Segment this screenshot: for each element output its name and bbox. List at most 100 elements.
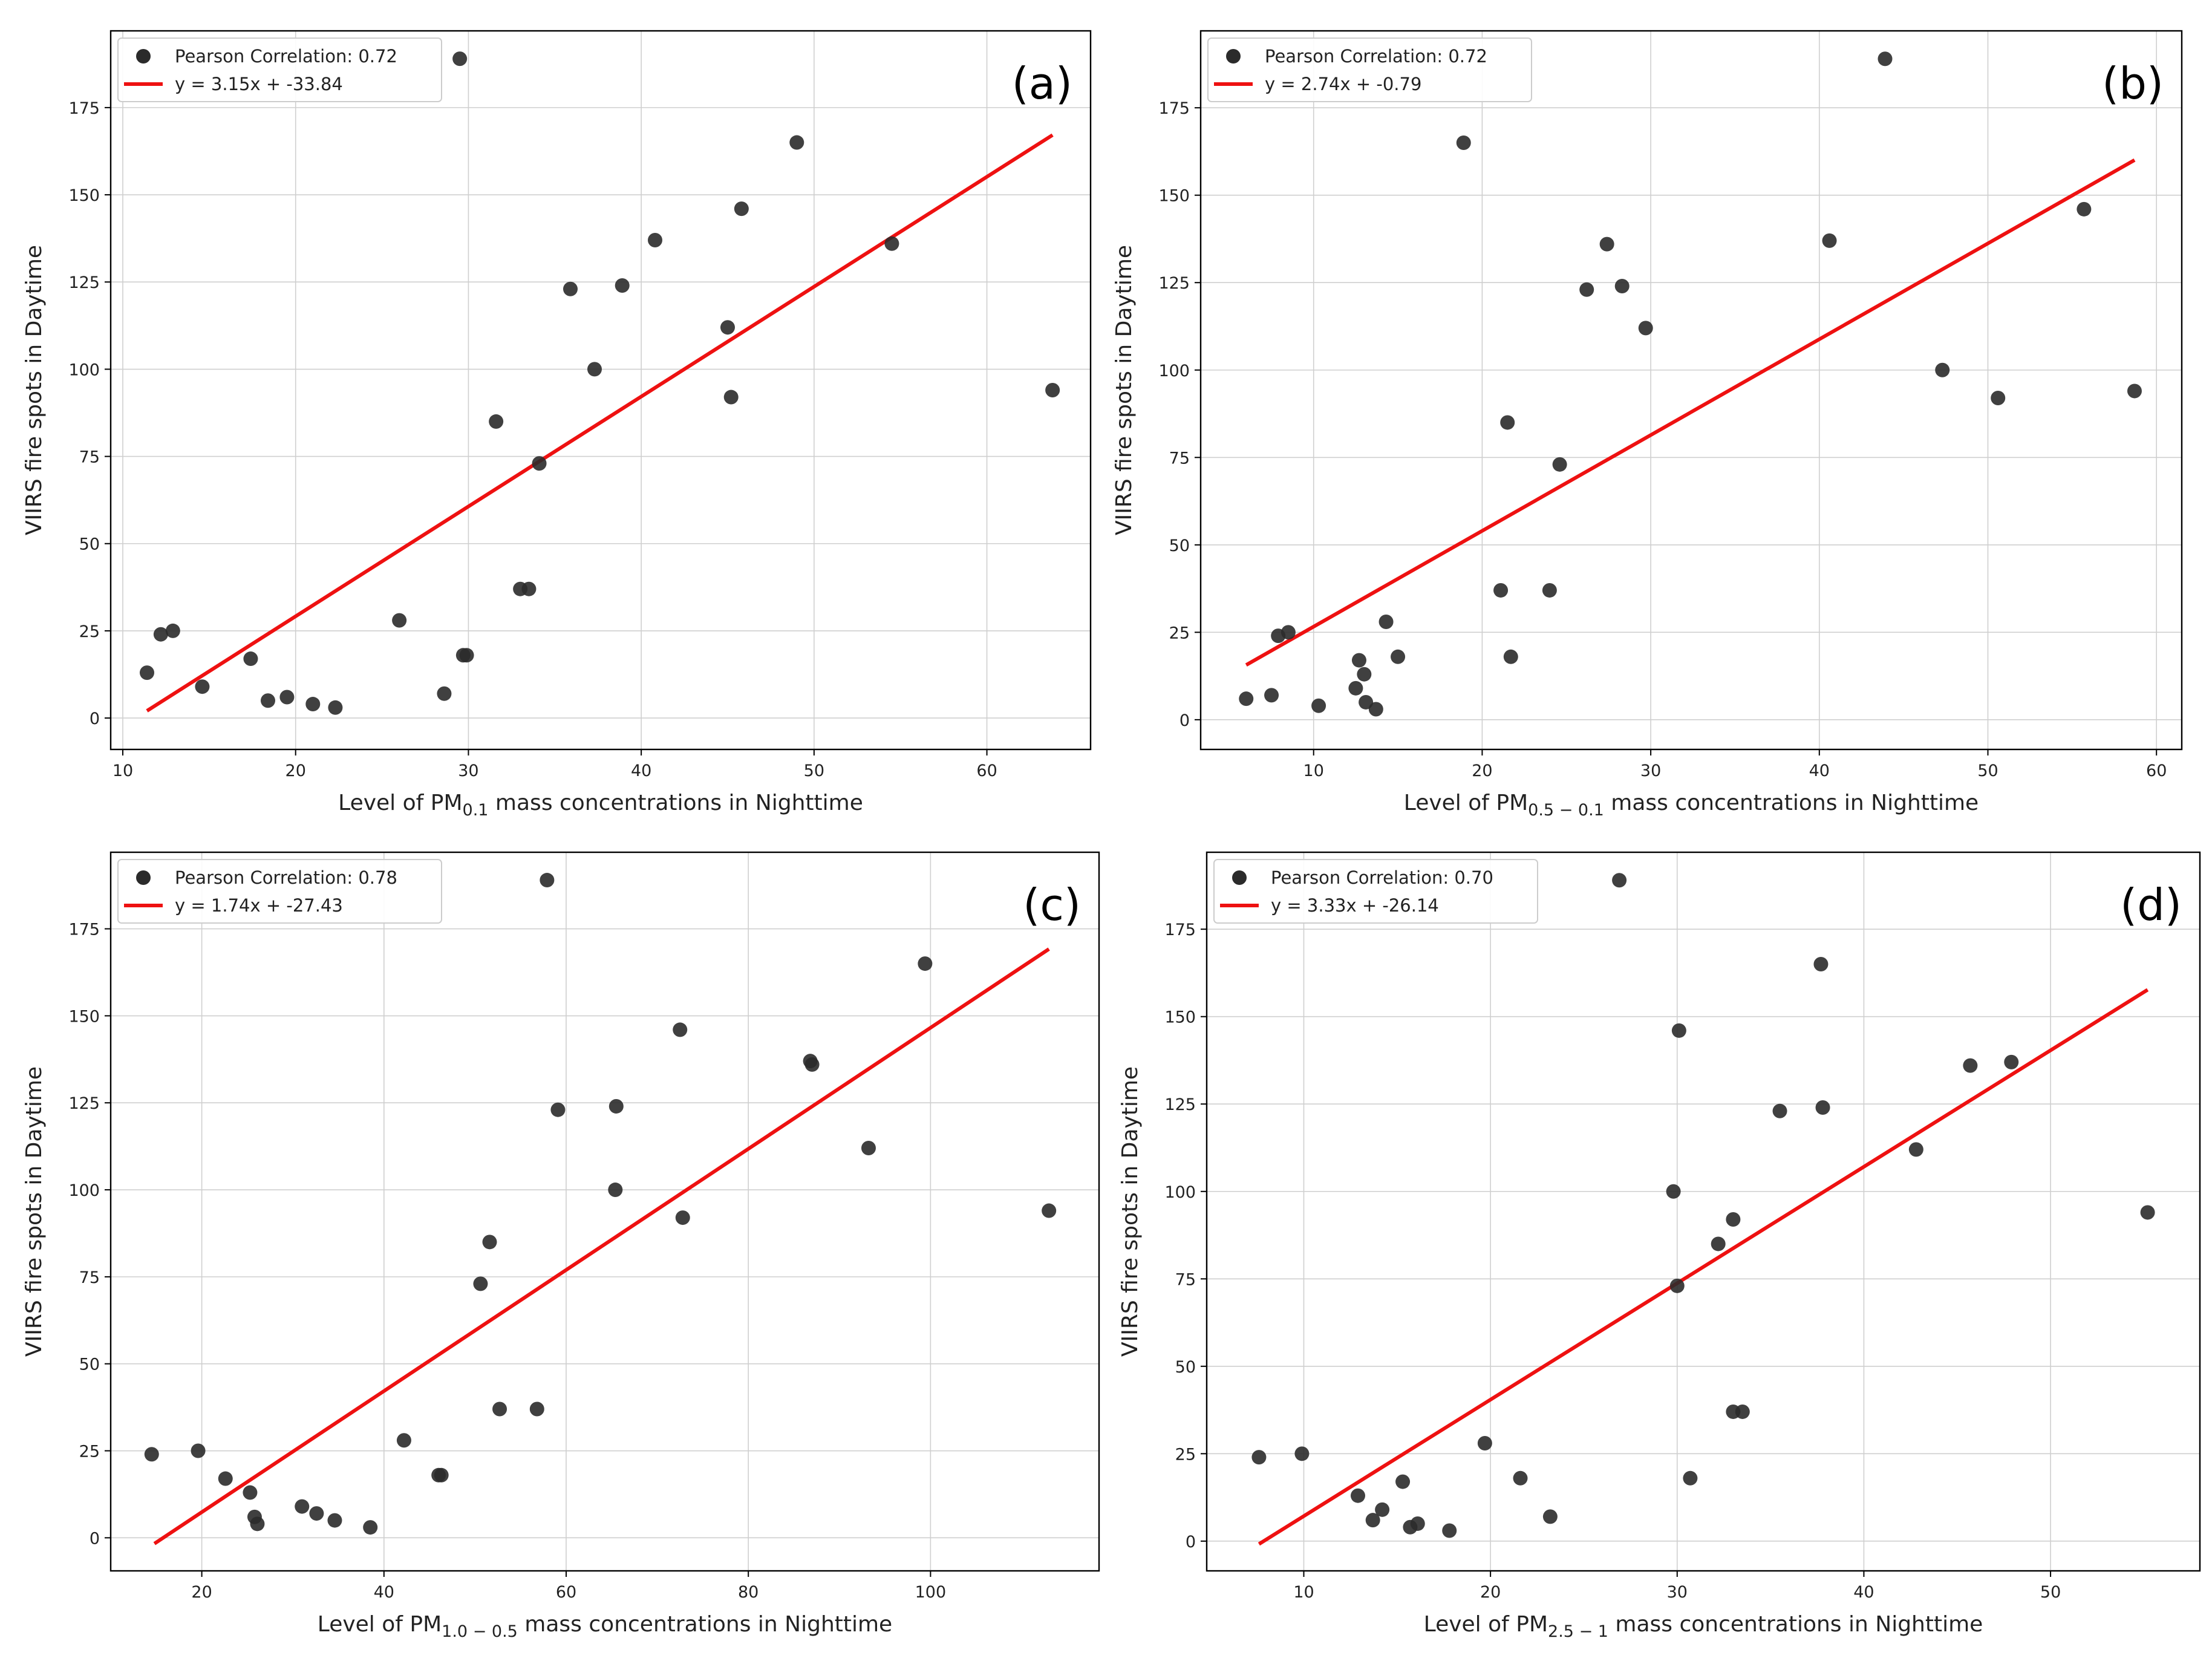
data-point xyxy=(250,1516,265,1532)
grid-a xyxy=(111,31,1091,749)
data-point xyxy=(1552,457,1567,472)
data-point xyxy=(492,1401,507,1417)
data-point xyxy=(1513,1470,1528,1486)
x-label-prefix: Level of PM xyxy=(1424,1612,1548,1637)
x-axis-label-b: Level of PM0.5 − 0.1 mass concentrations… xyxy=(1404,791,1979,820)
data-point xyxy=(734,201,749,217)
fit-line-a xyxy=(146,133,1054,713)
y-tick-label: 75 xyxy=(1175,1270,1196,1289)
y-tick-label: 100 xyxy=(1164,1183,1196,1202)
x-tick-label: 10 xyxy=(1303,762,1324,780)
data-point xyxy=(1456,135,1471,150)
data-point xyxy=(1822,233,1837,248)
data-point xyxy=(144,1447,159,1462)
y-tick-label: 25 xyxy=(79,622,100,641)
panel-a: 10 20 30 40 50 60 0 25 50 75 100 125 150 175 Pearson C… xyxy=(22,30,1092,820)
data-point xyxy=(550,1102,566,1117)
data-point xyxy=(1351,1488,1366,1503)
x-tick-label: 30 xyxy=(1667,1583,1688,1602)
legend-c: Pearson Correlation: 0.78 y = 1.74x + -27… xyxy=(117,859,442,924)
legend-correlation-label: Pearson Correlation: 0.72 xyxy=(1265,46,1487,67)
grid-d xyxy=(1207,852,2200,1571)
plot-frame-c xyxy=(109,851,1100,1572)
data-point xyxy=(529,1401,544,1417)
data-point xyxy=(918,956,933,971)
points-a xyxy=(140,51,1060,715)
y-tick-label: 150 xyxy=(1164,1008,1196,1027)
y-tick-label: 175 xyxy=(1164,921,1196,939)
panel-label-d: (d) xyxy=(2120,879,2182,930)
legend-equation-label: y = 1.74x + -27.43 xyxy=(175,895,343,916)
points-b xyxy=(1239,51,2142,717)
y-tick-label: 175 xyxy=(68,921,100,939)
x-axis-label-c: Level of PM1.0 − 0.5 mass concentrations… xyxy=(318,1612,892,1641)
data-point xyxy=(305,697,321,712)
y-tick-label: 75 xyxy=(1169,449,1190,468)
x-tick-label: 50 xyxy=(804,762,824,780)
data-point xyxy=(140,665,154,680)
x-axis-label-d: Level of PM2.5 − 1 mass concentrations i… xyxy=(1424,1612,1983,1641)
x-tick-label: 20 xyxy=(285,762,306,780)
data-point xyxy=(1357,667,1372,682)
x-tick-label: 40 xyxy=(631,762,651,780)
x-tick-label: 60 xyxy=(2146,762,2167,780)
data-point xyxy=(1935,362,1950,377)
data-point xyxy=(1410,1516,1425,1531)
y-tick-label: 175 xyxy=(1158,99,1190,118)
data-point xyxy=(1772,1103,1787,1118)
x-label-suffix: mass concentrations in Nighttime xyxy=(518,1612,892,1637)
x-tick-label: 10 xyxy=(113,762,133,780)
panel-label-a: (a) xyxy=(1012,58,1072,109)
legend-equation-label: y = 3.33x + -26.14 xyxy=(1271,895,1439,916)
y-tick-label: 0 xyxy=(1186,1533,1196,1551)
panel-c: 20 40 60 80 100 0 25 50 75 100 125 150 175 Pearson Co… xyxy=(22,851,1100,1641)
legend-point-marker xyxy=(136,49,151,64)
data-point xyxy=(1908,1142,1923,1157)
y-tick-label: 25 xyxy=(1169,624,1190,642)
legend-correlation-label: Pearson Correlation: 0.70 xyxy=(1271,867,1493,888)
y-tick-label: 150 xyxy=(68,1007,100,1026)
data-point xyxy=(1045,383,1060,397)
x-tick-label: 20 xyxy=(1472,762,1492,780)
data-point xyxy=(165,623,180,638)
data-point xyxy=(1813,956,1829,971)
data-point xyxy=(392,613,407,628)
panel-label-b: (b) xyxy=(2102,58,2164,109)
y-tick-label: 175 xyxy=(68,99,100,118)
x-tick-label: 40 xyxy=(1809,762,1830,780)
y-tick-label: 125 xyxy=(68,1094,100,1113)
data-point xyxy=(218,1471,233,1486)
data-point xyxy=(532,456,547,471)
data-point xyxy=(789,135,804,150)
legend-correlation-label: Pearson Correlation: 0.78 xyxy=(175,867,397,888)
legend-box xyxy=(1213,859,1538,924)
plot-frame-b xyxy=(1199,30,2183,751)
data-point xyxy=(1251,1450,1267,1465)
data-point xyxy=(1991,391,2006,406)
x-label-subscript: 2.5 − 1 xyxy=(1548,1622,1608,1641)
data-point xyxy=(1711,1236,1726,1251)
legend-a: Pearson Correlation: 0.72 y = 3.15x + -33… xyxy=(117,38,442,102)
data-point xyxy=(1365,1513,1380,1528)
y-tick-label: 25 xyxy=(1175,1445,1196,1464)
data-point xyxy=(608,1098,624,1114)
data-point xyxy=(1542,1509,1558,1524)
data-point xyxy=(1500,415,1515,430)
data-point xyxy=(328,700,343,715)
y-axis-label-d: VIIRS fire spots in Daytime xyxy=(1118,1066,1143,1357)
fit-line-d xyxy=(1258,988,2149,1546)
y-tick-label: 50 xyxy=(79,535,100,554)
x-label-prefix: Level of PM xyxy=(318,1612,442,1637)
y-tick-label: 100 xyxy=(1158,362,1190,380)
x-label-suffix: mass concentrations in Nighttime xyxy=(1608,1612,1983,1637)
data-point xyxy=(804,1057,820,1072)
data-point xyxy=(473,1276,488,1291)
y-tick-label: 125 xyxy=(1158,274,1190,293)
data-point xyxy=(1735,1404,1750,1419)
data-point xyxy=(1294,1446,1310,1461)
data-point xyxy=(615,278,630,293)
data-point xyxy=(2004,1054,2019,1069)
grid-b xyxy=(1201,31,2182,749)
y-tick-label: 75 xyxy=(79,448,100,467)
